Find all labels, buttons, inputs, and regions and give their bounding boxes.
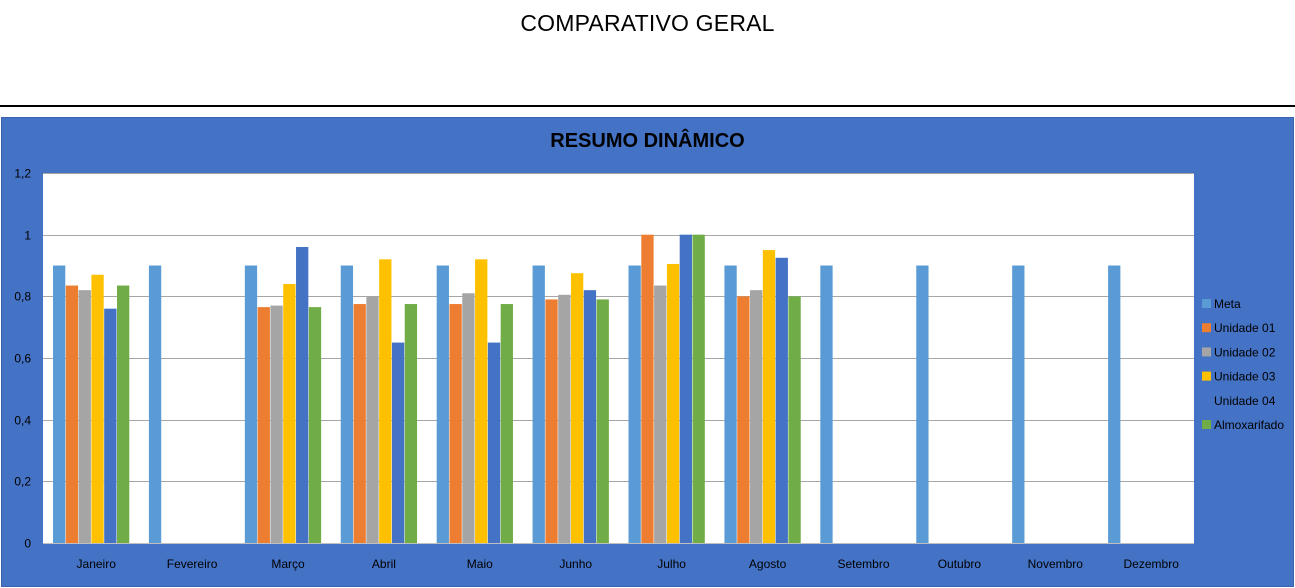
y-tick-label: 1,2 [14,167,31,181]
y-tick-label: 1 [24,229,31,243]
bar-unidade-01-janeiro [65,285,79,543]
bar-unidade-04-janeiro [104,308,117,543]
bar-unidade-01-agosto [737,296,750,543]
bar-unidade-04-julho [679,234,692,544]
x-axis: Janeiro Fevereiro Março Abril Maio Junho Julho… [77,557,1180,571]
bar-unidade-02-julho [654,285,667,543]
legend-swatch-unidade-02 [1202,347,1211,357]
page-title: COMPARATIVO GERAL [520,10,775,36]
bar-unidade-04-março [296,247,309,543]
x-tick-label: Junho [559,557,592,571]
x-tick-label: Outubro [938,557,982,571]
y-tick-label: 0,8 [14,290,31,304]
bar-unidade-01-março [257,307,270,544]
bar-almoxarifado-junho [596,299,609,543]
bar-unidade-02-agosto [750,290,763,543]
y-tick-label: 0,4 [14,414,31,428]
bar-unidade-01-junho [545,299,558,543]
legend: Meta Unidade 01 Unidade 02 Unidade 03 Unidad… [1202,297,1284,432]
x-tick-label: Março [271,557,305,571]
y-tick-label: 0 [24,537,31,551]
legend-swatch-meta [1202,299,1211,308]
chart-title: RESUMO DINÂMICO [550,130,745,152]
title-divider [0,105,1295,107]
bar-meta-junho [532,265,545,543]
bar-unidade-01-julho [641,234,654,544]
bar-unidade-04-junho [583,290,597,543]
bar-unidade-03-julho [666,263,680,543]
bar-almoxarifado-abril [404,304,418,543]
bar-unidade-03-abril [379,259,392,543]
legend-swatch-almoxarifado [1202,420,1211,429]
y-axis: 0 0,2 0,4 0,6 0,8 1 1,2 [14,167,31,551]
legend-label: Unidade 03 [1214,370,1276,384]
bar-unidade-04-agosto [775,257,788,543]
bar-unidade-02-junho [558,294,571,543]
x-tick-label: Setembro [837,557,889,571]
x-tick-label: Janeiro [77,557,117,571]
bar-unidade-02-janeiro [78,290,91,543]
bar-almoxarifado-janeiro [117,285,130,543]
bar-unidade-02-abril [366,296,379,543]
x-tick-label: Fevereiro [167,557,218,571]
bar-meta-maio [436,265,449,543]
legend-swatch-unidade-04 [1202,395,1211,405]
bar-meta-novembro [1012,265,1025,543]
legend-label: Meta [1214,297,1241,311]
bar-unidade-04-abril [391,342,405,543]
bar-unidade-02-março [270,305,283,543]
legend-swatch-unidade-01 [1202,323,1211,333]
bar-unidade-03-junho [570,273,584,543]
legend-label: Unidade 01 [1214,321,1276,335]
bar-unidade-04-maio [487,342,501,543]
bar-almoxarifado-agosto [788,296,801,543]
grid-layer [43,173,1194,544]
bar-meta-julho [628,265,641,543]
bar-layer [53,234,1121,544]
x-tick-label: Novembro [1028,557,1084,571]
legend-swatch-unidade-03 [1202,371,1211,381]
bar-unidade-03-agosto [762,250,776,543]
x-tick-label: Abril [372,557,396,571]
bar-unidade-01-abril [353,304,366,543]
bar-almoxarifado-julho [692,234,705,544]
bar-unidade-02-maio [462,293,475,543]
x-tick-label: Maio [467,557,493,571]
x-tick-label: Agosto [749,557,787,571]
legend-label: Almoxarifado [1214,418,1284,432]
bar-meta-fevereiro [148,265,162,543]
bar-almoxarifado-março [308,307,322,544]
y-tick-label: 0,6 [14,352,31,366]
bar-meta-setembro [820,265,833,543]
bar-meta-dezembro [1108,265,1121,543]
bar-meta-março [244,265,258,543]
bar-unidade-01-maio [449,304,462,543]
x-tick-label: Dezembro [1124,557,1180,571]
bar-unidade-03-março [283,284,296,543]
x-tick-label: Julho [657,557,686,571]
bar-almoxarifado-maio [500,304,513,543]
bar-meta-abril [340,265,354,543]
bar-unidade-03-maio [475,259,488,543]
bar-meta-janeiro [53,265,66,543]
legend-label: Unidade 02 [1214,345,1276,359]
bar-meta-agosto [724,265,737,543]
bar-meta-outubro [916,265,929,543]
y-tick-label: 0,2 [14,475,31,489]
legend-label: Unidade 04 [1214,394,1276,408]
bar-unidade-03-janeiro [91,274,104,543]
